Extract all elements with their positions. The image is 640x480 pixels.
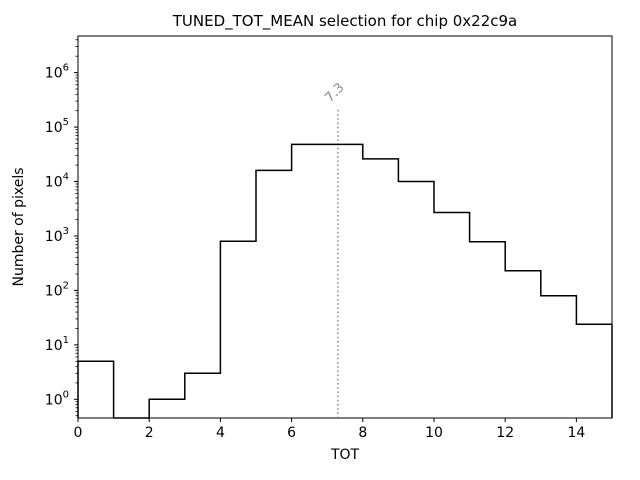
histogram-step-line: [77, 143, 613, 419]
y-tick-label: 104: [45, 172, 69, 191]
x-tick-label: 12: [496, 425, 514, 441]
x-tick-label: 6: [287, 425, 296, 441]
y-tick-label: 106: [45, 63, 69, 82]
y-tick-label: 105: [45, 117, 69, 136]
x-tick-label: 2: [145, 425, 154, 441]
y-axis-label: Number of pixels: [11, 167, 27, 287]
x-tick-label: 10: [425, 425, 443, 441]
x-tick-label: 0: [74, 425, 83, 441]
y-tick-label: 100: [45, 389, 69, 408]
x-tick-label: 14: [567, 425, 585, 441]
chart-title: TUNED_TOT_MEAN selection for chip 0x22c9…: [172, 12, 518, 30]
y-tick-label: 103: [45, 226, 69, 245]
axes-frame: [77, 35, 613, 419]
x-axis-label: TOT: [330, 447, 360, 463]
y-tick-label: 102: [45, 280, 69, 299]
y-tick-label: 101: [45, 335, 69, 354]
x-tick-label: 8: [358, 425, 367, 441]
x-tick-label: 4: [216, 425, 225, 441]
